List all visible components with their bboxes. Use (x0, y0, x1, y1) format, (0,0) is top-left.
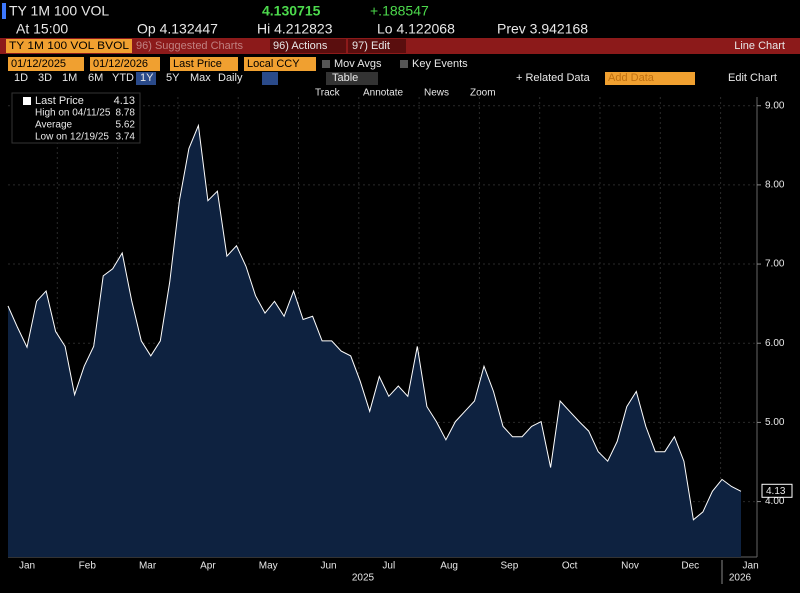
end-box[interactable] (90, 57, 160, 71)
legend-swatch (23, 97, 31, 105)
checkbox[interactable] (400, 60, 408, 68)
security-box[interactable] (6, 39, 132, 53)
add-data[interactable]: Add Data (608, 72, 655, 84)
ticker: TY 1M 100 VOL (9, 3, 109, 19)
frequency[interactable]: Daily (218, 72, 243, 84)
field[interactable]: Last Price (173, 58, 222, 70)
area-fill (8, 125, 741, 557)
x-tick-label: Jan (19, 561, 35, 572)
marker (2, 3, 6, 19)
currency-box[interactable] (244, 57, 316, 71)
y-tick-label: 5.00 (765, 417, 785, 428)
x-tick-label: Apr (200, 561, 216, 572)
y-tick-label: 4.00 (765, 496, 785, 507)
actions-box[interactable] (270, 39, 346, 53)
x-tick-label: May (259, 561, 278, 572)
table[interactable]: Table (332, 72, 358, 84)
tool[interactable]: Track (315, 88, 341, 99)
last-value-box (761, 483, 793, 498)
legend-value: 3.74 (116, 132, 136, 143)
y-tick-label: 6.00 (765, 338, 785, 349)
y-tick-label: 8.00 (765, 180, 785, 191)
x-tick-label: Mar (139, 561, 157, 572)
period[interactable]: 1D (14, 72, 28, 84)
start-box[interactable] (8, 57, 84, 71)
tool[interactable]: Annotate (363, 88, 403, 99)
end[interactable]: 01/12/2026 (93, 58, 148, 70)
x-tick-label: Dec (681, 561, 699, 572)
x-tick-label: Feb (79, 561, 97, 572)
x-tick-label: Oct (562, 561, 578, 572)
change: +.188547 (370, 3, 429, 19)
year-label: 2026 (729, 573, 752, 584)
mov-avgs[interactable]: Mov Avgs (334, 58, 382, 70)
legend-label: Average (35, 120, 73, 131)
legend-value: 8.78 (116, 108, 136, 119)
currency[interactable]: Local CCY (247, 58, 300, 70)
legend-value: 5.62 (116, 120, 136, 131)
low: Lo 4.122068 (377, 21, 455, 37)
period[interactable]: 6M (88, 72, 103, 84)
period[interactable]: 3D (38, 72, 52, 84)
period[interactable]: YTD (112, 72, 134, 84)
at: At 15:00 (16, 21, 68, 37)
price-line (7, 123, 742, 521)
security[interactable]: TY 1M 100 VOL BVOL (9, 40, 129, 52)
x-tick-label: Jan (743, 561, 759, 572)
year-label: 2025 (352, 573, 375, 584)
chart-type[interactable]: Line Chart (734, 40, 785, 52)
period-active (136, 72, 156, 85)
add-data-box[interactable] (605, 72, 695, 85)
legend-label: Last Price (35, 95, 84, 107)
suggested[interactable]: 96) Suggested Charts (136, 40, 244, 52)
x-tick-label: Aug (440, 561, 458, 572)
period[interactable]: 1M (62, 72, 77, 84)
line-icon[interactable] (262, 72, 278, 85)
edit-box[interactable] (348, 39, 406, 53)
checkbox[interactable] (322, 60, 330, 68)
actions[interactable]: 96) Actions (273, 40, 328, 52)
x-tick-label: Sep (501, 561, 519, 572)
period[interactable]: Max (190, 72, 211, 84)
edit-chart[interactable]: Edit Chart (728, 72, 777, 84)
start[interactable]: 01/12/2025 (11, 58, 66, 70)
last-value-label: 4.13 (766, 486, 786, 497)
y-tick-label: 9.00 (765, 100, 785, 111)
related[interactable]: + Related Data (516, 72, 591, 84)
field-box[interactable] (170, 57, 238, 71)
legend-box (11, 92, 141, 144)
last: 4.130715 (262, 3, 321, 19)
x-tick-label: Jun (320, 561, 336, 572)
key-events[interactable]: Key Events (412, 58, 468, 70)
y-tick-label: 7.00 (765, 259, 785, 270)
x-tick-label: Nov (621, 561, 639, 572)
x-tick-label: Jul (382, 561, 395, 572)
prev: Prev 3.942168 (497, 21, 588, 37)
period[interactable]: 5Y (166, 72, 180, 84)
legend-value: 4.13 (114, 95, 135, 107)
period[interactable]: 1Y (140, 72, 154, 84)
table-box[interactable] (326, 72, 378, 85)
high: Hi 4.212823 (257, 21, 333, 37)
tool[interactable]: News (424, 88, 449, 99)
legend-label: Low on 12/19/25 (35, 132, 109, 143)
edit[interactable]: 97) Edit (352, 40, 390, 52)
open: Op 4.132447 (137, 21, 218, 37)
legend-label: High on 04/11/25 (35, 108, 111, 119)
tool[interactable]: Zoom (470, 88, 496, 99)
